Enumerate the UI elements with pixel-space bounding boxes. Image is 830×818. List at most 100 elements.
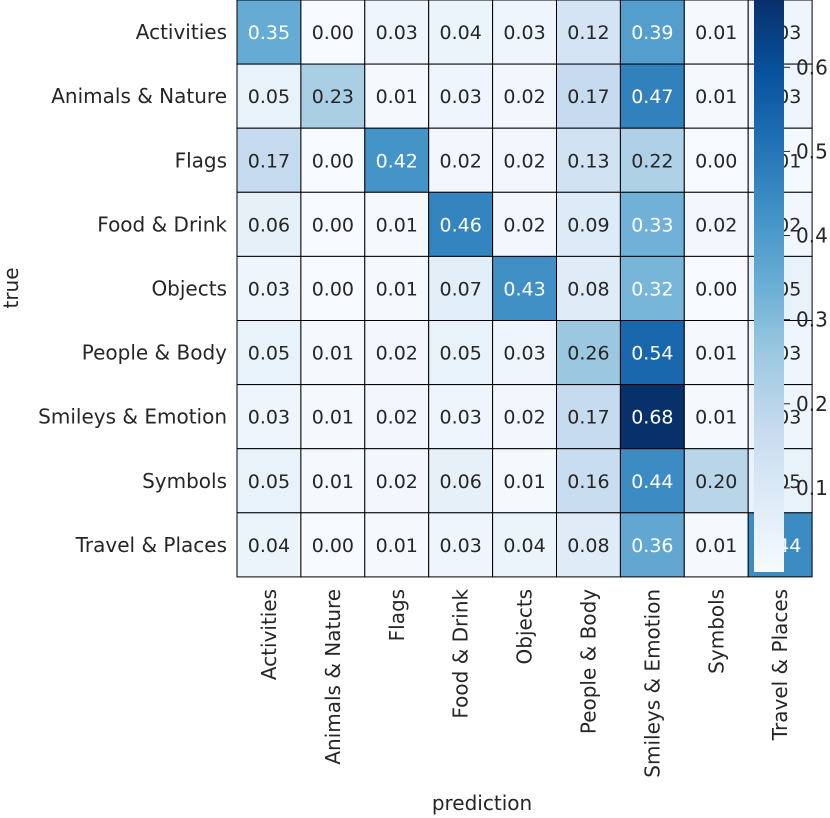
heatmap-cell-value: 0.03: [248, 407, 290, 429]
heatmap-cell-value: 0.02: [376, 343, 418, 365]
x-tick-label: Objects: [513, 589, 537, 665]
heatmap-cell-value: 0.00: [312, 150, 354, 172]
heatmap-cell: [619, 63, 685, 129]
heatmap-cell-value: 0.02: [376, 471, 418, 493]
heatmap-cell-value: 0.06: [439, 471, 481, 493]
heatmap-cell: [619, 320, 685, 386]
heatmap-cell-value: 0.00: [312, 535, 354, 557]
heatmap-cell: [492, 0, 558, 65]
heatmap-cell-value: 0.02: [439, 150, 481, 172]
heatmap-cell-value: 0.36: [631, 535, 673, 557]
heatmap-cell-value: 0.01: [695, 343, 737, 365]
heatmap-cell: [428, 255, 494, 321]
heatmap-cell-value: 0.01: [695, 407, 737, 429]
colorbar-tick-label: 0.5: [796, 139, 828, 163]
heatmap-cell-value: 0.13: [567, 150, 609, 172]
heatmap-cell-value: 0.02: [503, 150, 545, 172]
heatmap-cell: [556, 448, 621, 514]
heatmap-cell: [492, 127, 558, 193]
x-tick-label: Activities: [257, 589, 281, 680]
heatmap-cell: [683, 384, 749, 450]
heatmap-cell-value: 0.02: [695, 214, 737, 236]
heatmap-cell: [364, 127, 430, 193]
heatmap-cell: [364, 0, 430, 65]
colorbar-tick-label: 0.3: [796, 308, 828, 332]
heatmap-cell-value: 0.17: [567, 86, 609, 108]
heatmap-cell-value: 0.03: [248, 278, 290, 300]
y-tick-label: People & Body: [82, 341, 227, 365]
colorbar-ticks: 0.1 0.2 0.3 0.4 0.5 0.6: [784, 55, 828, 500]
heatmap-cell-value: 0.01: [695, 535, 737, 557]
y-tick-label: Animals & Nature: [51, 84, 227, 108]
x-tick-label: Symbols: [704, 589, 728, 674]
heatmap-cell: [300, 448, 366, 514]
x-tick-label: Food & Drink: [449, 588, 473, 718]
heatmap-cell-value: 0.03: [503, 343, 545, 365]
heatmap-cell: [300, 384, 366, 450]
heatmap-cell-value: 0.05: [248, 471, 290, 493]
colorbar-tick-label: 0.4: [796, 224, 828, 248]
heatmap-cell: [364, 63, 430, 129]
heatmap-cell: [428, 191, 494, 257]
x-tick-label: People & Body: [576, 589, 600, 734]
y-tick-label: Smileys & Emotion: [38, 405, 227, 429]
heatmap-cell-value: 0.01: [376, 535, 418, 557]
heatmap-cell-value: 0.46: [439, 214, 481, 236]
y-tick-label: Travel & Places: [75, 533, 227, 557]
heatmap-cell-labels: 0.35 0.00 0.03 0.04 0.03 0.12 0.39 0.01 0.03 0.05…: [248, 22, 802, 557]
heatmap-cell-value: 0.16: [567, 471, 609, 493]
heatmap-cell-value: 0.01: [695, 22, 737, 44]
heatmap-cell-value: 0.02: [503, 86, 545, 108]
heatmap-cell-value: 0.02: [503, 407, 545, 429]
heatmap-cell-value: 0.01: [503, 471, 545, 493]
heatmap-cell-value: 0.04: [439, 22, 481, 44]
heatmap-cell: [556, 255, 621, 321]
y-tick-label: Symbols: [142, 469, 227, 493]
heatmap-cell: [236, 320, 302, 386]
heatmap-cell-value: 0.39: [631, 22, 673, 44]
heatmap-cell: [364, 512, 430, 578]
heatmap-cell: [428, 384, 494, 450]
heatmap-cell-value: 0.09: [567, 214, 609, 236]
heatmap-cell-value: 0.03: [439, 407, 481, 429]
heatmap-cell: [619, 512, 685, 578]
colorbar: [754, 0, 784, 572]
heatmap-cell: [428, 0, 494, 65]
heatmap-cell: [428, 448, 494, 514]
y-tick-label: Food & Drink: [97, 212, 227, 236]
x-tick-label: Animals & Nature: [321, 589, 345, 765]
heatmap-cell: [556, 0, 621, 65]
heatmap-cell: [428, 63, 494, 129]
heatmap-cell-value: 0.00: [312, 22, 354, 44]
heatmap-cell: [364, 448, 430, 514]
heatmap-cell-value: 0.17: [567, 407, 609, 429]
heatmap-cell-value: 0.05: [248, 86, 290, 108]
heatmap-cell-value: 0.00: [695, 278, 737, 300]
heatmap-cell: [492, 255, 558, 321]
heatmap-cell: [236, 127, 302, 193]
heatmap-cell: [364, 384, 430, 450]
heatmap-cell-value: 0.47: [631, 86, 673, 108]
y-tick-label: Activities: [136, 20, 227, 44]
heatmap-cell-value: 0.01: [695, 86, 737, 108]
heatmap-cell: [492, 448, 558, 514]
heatmap-cell: [619, 255, 685, 321]
heatmap-cell-value: 0.05: [439, 343, 481, 365]
x-tick-label: Smileys & Emotion: [640, 589, 664, 778]
heatmap-cell-value: 0.03: [503, 22, 545, 44]
heatmap-cell: [236, 0, 302, 65]
heatmap-cell: [300, 63, 366, 129]
y-tick-label: Flags: [175, 148, 227, 172]
x-tick-label: Travel & Places: [768, 589, 792, 741]
heatmap-cell-value: 0.32: [631, 278, 673, 300]
heatmap-cells: [236, 0, 813, 578]
heatmap-cell-value: 0.00: [695, 150, 737, 172]
heatmap-cell: [683, 0, 749, 65]
y-axis-label: true: [0, 267, 23, 308]
heatmap-cell: [236, 63, 302, 129]
heatmap-cell: [683, 63, 749, 129]
heatmap-cell-value: 0.17: [248, 150, 290, 172]
heatmap-cell: [619, 0, 685, 65]
heatmap-cell-value: 0.20: [695, 471, 737, 493]
